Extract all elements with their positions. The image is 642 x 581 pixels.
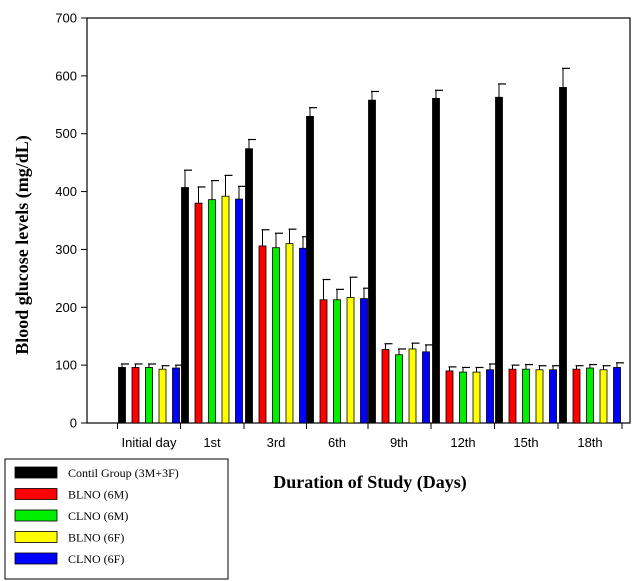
x-tick-label: 1st: [203, 435, 221, 450]
bar: [559, 87, 567, 424]
legend-swatch: [14, 552, 58, 565]
legend-label: BLNO (6M): [68, 488, 128, 502]
y-axis-title: Blood glucose levels (mg/dL): [12, 135, 33, 355]
legend-swatch: [14, 466, 58, 479]
y-tick-label: 0: [70, 416, 77, 431]
bar: [299, 247, 307, 424]
bar: [535, 369, 544, 424]
x-tick-label: 3rd: [267, 435, 286, 450]
legend-label: BLNO (6F): [68, 531, 124, 545]
bar: [472, 371, 481, 424]
bar: [258, 245, 267, 424]
x-tick-label: 18th: [577, 435, 602, 450]
bar: [118, 367, 126, 424]
bar: [333, 299, 341, 424]
bar: [368, 99, 376, 424]
x-axis-title: Duration of Study (Days): [273, 472, 467, 493]
bar: [572, 368, 581, 424]
bar: [422, 351, 430, 424]
bar: [245, 148, 253, 424]
bar: [613, 367, 621, 424]
y-tick-label: 200: [55, 300, 77, 315]
bar: [522, 368, 530, 424]
y-tick-label: 600: [55, 68, 77, 83]
x-tick-label: 9th: [390, 435, 408, 450]
legend: Contil Group (3M+3F) BLNO (6M) CLNO (6M) BL…: [4, 458, 229, 580]
bar: [319, 299, 328, 424]
bar: [599, 369, 608, 424]
bar: [549, 369, 557, 424]
bar: [495, 96, 503, 424]
legend-swatch: [14, 488, 58, 500]
y-tick-label: 100: [55, 358, 77, 373]
plot-area: 0 100 200 300 400 500 600 700 Initial day 1st 3rd 6…: [55, 11, 631, 450]
y-tick-label: 300: [55, 242, 77, 257]
bar: [172, 367, 180, 424]
bar: [459, 371, 467, 424]
bar: [395, 354, 403, 424]
bar: [346, 297, 355, 424]
legend-label: CLNO (6F): [68, 552, 124, 566]
legend-swatch: [14, 509, 58, 522]
bar: [360, 298, 368, 424]
x-tick-label: 15th: [513, 435, 538, 450]
bar: [486, 369, 494, 424]
legend-label: CLNO (6M): [68, 509, 128, 523]
bar: [408, 348, 417, 424]
bar: [445, 370, 454, 424]
bar: [131, 367, 140, 424]
x-tick-label: 6th: [328, 435, 346, 450]
bar: [181, 187, 189, 424]
bar: [306, 115, 314, 424]
y-tick-label: 400: [55, 184, 77, 199]
bar: [235, 198, 243, 424]
x-tick-label: 12th: [450, 435, 475, 450]
bar: [508, 368, 517, 424]
legend-label: Contil Group (3M+3F): [68, 466, 179, 480]
bar: [208, 199, 216, 424]
y-tick-label: 700: [55, 11, 77, 26]
bar: [221, 195, 230, 424]
bar: [285, 243, 294, 424]
bar: [381, 349, 390, 424]
bar: [432, 98, 440, 424]
bar: [158, 368, 167, 424]
legend-swatch: [14, 531, 58, 543]
plot-frame: [86, 17, 631, 424]
bar: [586, 367, 594, 424]
x-tick-label: Initial day: [122, 435, 177, 450]
bar: [272, 247, 280, 424]
bar: [145, 367, 153, 424]
y-tick-label: 500: [55, 126, 77, 141]
bar: [194, 202, 203, 424]
